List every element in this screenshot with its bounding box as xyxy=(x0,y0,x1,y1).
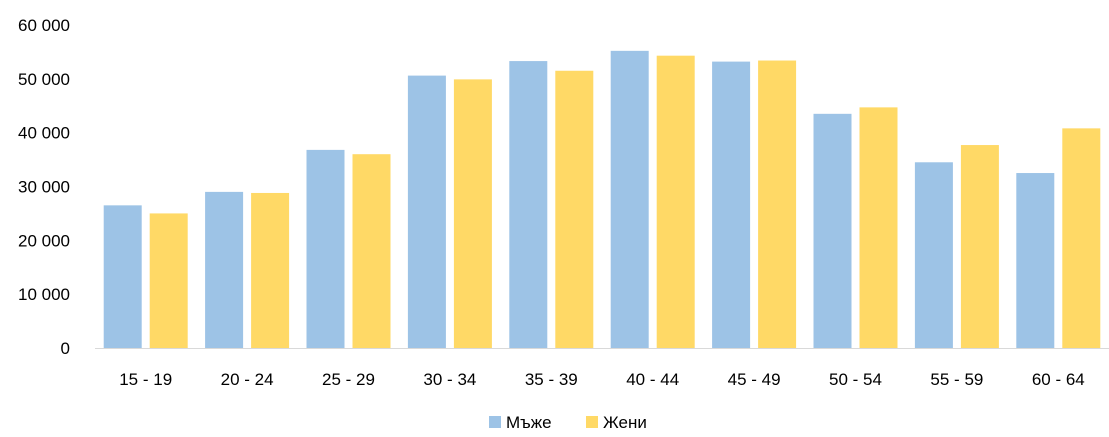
y-tick-label: 30 000 xyxy=(18,178,70,197)
bar-women xyxy=(453,79,492,348)
bar-women xyxy=(1062,128,1101,348)
bar-men xyxy=(813,113,852,348)
bar-men xyxy=(712,61,751,349)
bar-men xyxy=(205,191,244,348)
bar-women xyxy=(960,145,999,348)
y-tick-label: 60 000 xyxy=(18,16,70,35)
legend-swatch xyxy=(586,416,598,428)
bar-women xyxy=(149,213,188,348)
y-tick-label: 0 xyxy=(61,339,70,358)
bar-women xyxy=(251,192,290,348)
x-tick-label: 50 - 54 xyxy=(829,370,882,389)
bar-women xyxy=(352,154,391,348)
y-tick-label: 10 000 xyxy=(18,285,70,304)
bar-men xyxy=(914,162,953,348)
bar-men xyxy=(103,205,142,348)
x-tick-label: 20 - 24 xyxy=(221,370,274,389)
bar-men xyxy=(1016,173,1055,348)
x-tick-label: 35 - 39 xyxy=(525,370,578,389)
x-tick-label: 45 - 49 xyxy=(728,370,781,389)
x-axis: 15 - 19 20 - 24 25 - 29 30 - 34 35 - 39 40 - … xyxy=(119,370,1085,389)
x-tick-label: 30 - 34 xyxy=(423,370,476,389)
bar-men xyxy=(610,50,649,349)
bar-women xyxy=(859,107,898,349)
legend-label: Жени xyxy=(603,413,647,432)
x-tick-label: 15 - 19 xyxy=(119,370,172,389)
legend: Мъже Жени xyxy=(489,413,647,432)
y-tick-label: 40 000 xyxy=(18,124,70,143)
x-tick-label: 55 - 59 xyxy=(930,370,983,389)
x-tick-label: 40 - 44 xyxy=(626,370,679,389)
bar-women xyxy=(656,55,695,349)
y-tick-label: 50 000 xyxy=(18,70,70,89)
bar-women xyxy=(555,70,594,348)
bar-men xyxy=(509,61,548,349)
bar-men xyxy=(407,75,446,348)
legend-swatch xyxy=(489,416,501,428)
y-tick-label: 20 000 xyxy=(18,231,70,250)
legend-label: Мъже xyxy=(506,413,552,432)
y-axis: 0 10 000 20 000 30 000 40 000 50 000 60 000 xyxy=(18,16,70,358)
bar-women xyxy=(758,60,797,348)
x-tick-label: 25 - 29 xyxy=(322,370,375,389)
bars xyxy=(103,50,1101,349)
x-tick-label: 60 - 64 xyxy=(1032,370,1085,389)
bar-men xyxy=(306,149,345,348)
